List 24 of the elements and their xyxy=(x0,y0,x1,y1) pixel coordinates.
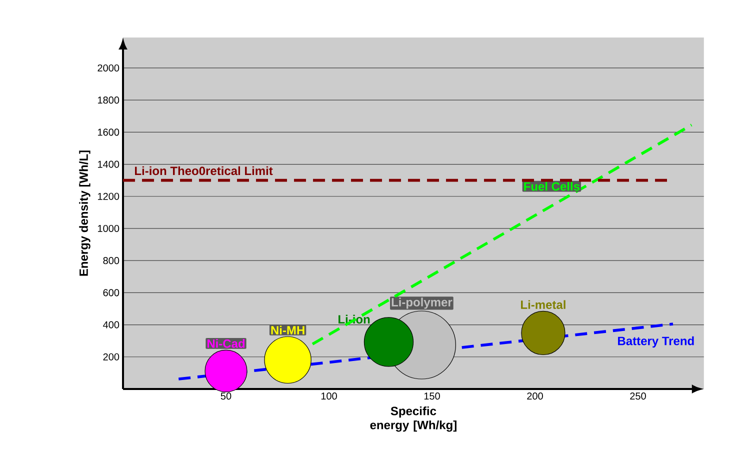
x-axis-title: Specific energy [Wh/kg] xyxy=(370,406,456,432)
series-label: Battery Trend xyxy=(618,336,694,348)
y-axis-title: Energy density [Wh/L] xyxy=(79,150,90,276)
y-tick-label: 400 xyxy=(103,321,120,328)
x-tick-label: 100 xyxy=(321,392,337,400)
y-tick-label: 1200 xyxy=(98,192,120,200)
x-tick-label: 250 xyxy=(630,392,646,400)
ref-line-label: Li-ion Theo0retical Limit xyxy=(135,166,273,176)
x-tick-label: 200 xyxy=(527,392,543,400)
y-tick-label: 1600 xyxy=(98,128,120,136)
y-tick-label: 800 xyxy=(103,257,120,264)
series-label: Li-polymer xyxy=(392,298,452,309)
series-label: Fuel Cells xyxy=(524,182,580,191)
y-tick-label: 1000 xyxy=(98,224,120,232)
y-tick-label: 600 xyxy=(103,289,120,296)
y-tick-label: 1800 xyxy=(98,96,120,104)
x-tick-label: 50 xyxy=(220,392,232,400)
y-tick-label: 1400 xyxy=(98,160,120,168)
y-tick-label: 200 xyxy=(103,353,120,360)
series-label: Li-metal xyxy=(521,300,566,309)
series-label: Ni-Cad xyxy=(207,339,245,348)
series-label: Ni-MH xyxy=(271,326,304,334)
x-tick-label: 150 xyxy=(424,392,440,400)
y-tick-label: 2000 xyxy=(98,64,120,72)
